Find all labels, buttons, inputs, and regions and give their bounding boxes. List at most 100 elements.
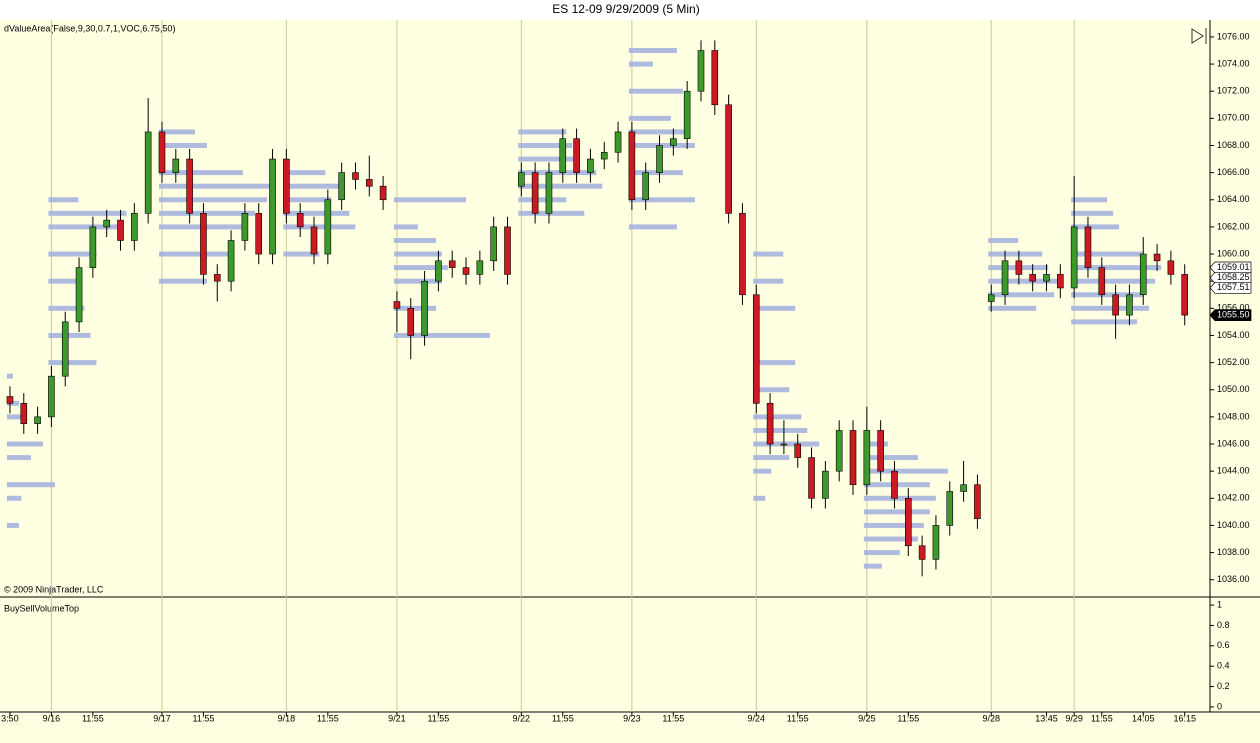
candle-body xyxy=(352,172,359,180)
candle-body xyxy=(490,226,497,262)
candle-body xyxy=(144,131,152,214)
candle-body xyxy=(960,484,967,492)
candle xyxy=(1153,243,1161,272)
profile-bar xyxy=(283,251,320,257)
candle-body xyxy=(725,104,732,214)
candle xyxy=(600,142,608,170)
x-tick-label: 14:05 xyxy=(1132,713,1155,723)
profile-bar xyxy=(48,197,79,203)
candle-body xyxy=(448,260,456,268)
profile-bar xyxy=(158,210,255,216)
candle xyxy=(739,203,746,305)
profile-bar xyxy=(988,305,1037,311)
candle-body xyxy=(1070,226,1078,289)
x-tick-label: 3:50 xyxy=(1,713,19,723)
y-tick-label: 1056.00 xyxy=(1217,303,1250,313)
candle xyxy=(435,250,442,292)
candle-body xyxy=(974,484,981,519)
candle xyxy=(338,162,345,210)
candle-body xyxy=(683,90,691,139)
candle-body xyxy=(158,131,166,173)
candle-body xyxy=(642,172,650,201)
profile-bar xyxy=(48,251,97,257)
candle-body xyxy=(1167,260,1175,275)
profile-bar xyxy=(6,373,13,379)
profile-bar xyxy=(753,278,784,284)
profile-bar xyxy=(863,550,900,556)
candle xyxy=(725,94,732,224)
profile-bar xyxy=(48,224,121,230)
profile-bar xyxy=(1071,319,1138,325)
profile-bar xyxy=(518,170,597,176)
candle xyxy=(421,271,428,346)
x-tick-label: 11:55 xyxy=(552,713,574,723)
x-axis-background xyxy=(0,713,1260,743)
candle-body xyxy=(365,179,373,187)
candle xyxy=(683,81,691,149)
x-tick-label: 11:55 xyxy=(897,713,919,723)
candle xyxy=(462,257,470,285)
candle xyxy=(1001,250,1009,305)
candle xyxy=(1098,257,1106,305)
candle-body xyxy=(1153,253,1161,262)
y-tick-label: 1048.00 xyxy=(1217,411,1250,421)
candle xyxy=(103,209,110,238)
y2-tick-label: 0.2 xyxy=(1217,681,1230,691)
candle xyxy=(20,393,28,434)
profile-bar xyxy=(753,305,796,311)
candle xyxy=(946,481,954,536)
candle xyxy=(670,128,677,156)
profile-bar xyxy=(6,441,43,447)
candle-body xyxy=(89,226,97,268)
profile-bar xyxy=(283,210,350,216)
candle-body xyxy=(75,267,83,323)
candle xyxy=(559,128,567,183)
candle xyxy=(987,284,995,312)
candle xyxy=(448,250,456,278)
price-marker-box xyxy=(1209,309,1252,321)
candle-body xyxy=(20,403,28,424)
candle xyxy=(835,420,843,482)
candle-body xyxy=(48,375,55,418)
candle-body xyxy=(559,138,567,173)
x-tick-label: 11:55 xyxy=(427,713,449,723)
candle-body xyxy=(573,138,580,173)
profile-bar xyxy=(158,142,207,148)
profile-bar xyxy=(393,305,436,311)
candle xyxy=(877,420,884,482)
candle xyxy=(393,291,401,333)
candle xyxy=(75,257,83,333)
candle-body xyxy=(531,172,539,214)
scroll-icon[interactable] xyxy=(1191,28,1207,44)
y-tick-label: 1060.00 xyxy=(1217,248,1250,258)
profile-bar xyxy=(863,536,918,542)
y2-tick-label: 0.8 xyxy=(1217,620,1230,630)
profile-bar xyxy=(1071,292,1144,298)
profile-bar xyxy=(48,210,127,216)
profile-bar xyxy=(753,495,766,501)
candle xyxy=(711,40,719,115)
candle xyxy=(752,284,760,414)
candle xyxy=(1057,264,1064,299)
profile-bar xyxy=(518,129,567,135)
price-marker-label: 1059.01 xyxy=(1217,262,1250,272)
profile-bar xyxy=(393,224,418,230)
profile-bar xyxy=(753,455,790,461)
x-tick-label: 11:55 xyxy=(787,713,809,723)
candle-body xyxy=(918,545,926,560)
candle-body xyxy=(61,321,69,377)
candle-body xyxy=(393,301,401,309)
profile-bar xyxy=(628,47,677,53)
candle xyxy=(1084,216,1092,278)
y-tick-label: 1042.00 xyxy=(1217,493,1250,503)
profile-bar xyxy=(1071,197,1108,203)
y-tick-label: 1054.00 xyxy=(1217,330,1250,340)
profile-bar xyxy=(1071,265,1162,271)
candle xyxy=(780,420,788,455)
profile-bar xyxy=(988,292,1055,298)
candle-body xyxy=(1057,274,1064,289)
candle xyxy=(379,176,387,210)
candle xyxy=(1015,250,1023,285)
profile-bar xyxy=(158,183,273,189)
